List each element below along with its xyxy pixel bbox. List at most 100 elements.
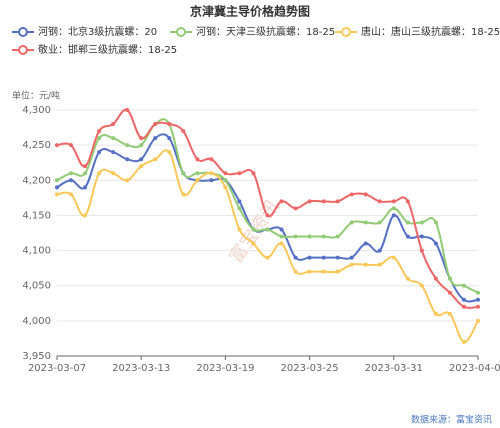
point: [419, 220, 424, 225]
y-unit-label: 单位：元/吨: [12, 90, 60, 102]
point: [279, 199, 284, 204]
point: [167, 136, 172, 141]
point: [293, 269, 298, 274]
y-tick-label: 4,200: [22, 175, 51, 186]
point: [461, 304, 466, 309]
point: [223, 185, 228, 190]
point: [83, 213, 88, 218]
point: [69, 171, 74, 176]
y-tick-label: 4,100: [22, 246, 51, 257]
x-tick-label: 2023-03-25: [281, 363, 339, 374]
point: [293, 255, 298, 260]
legend-marker: [341, 27, 351, 37]
point: [83, 185, 88, 190]
point: [405, 199, 410, 204]
point: [55, 143, 59, 148]
point: [265, 213, 270, 218]
point: [153, 157, 158, 162]
point: [97, 150, 102, 155]
point: [363, 241, 368, 246]
point: [83, 171, 88, 176]
point: [153, 122, 158, 127]
point: [349, 255, 354, 260]
point: [377, 199, 382, 204]
legend-label: 河钢：北京3级抗震螺：20: [38, 25, 157, 38]
point: [377, 248, 382, 253]
point: [391, 213, 396, 218]
point: [251, 227, 256, 232]
y-tick-label: 3,950: [22, 351, 51, 362]
point: [349, 220, 354, 225]
point: [111, 122, 116, 127]
point: [237, 171, 242, 176]
point: [167, 122, 172, 127]
point: [476, 304, 480, 309]
y-tick-label: 4,050: [22, 281, 51, 292]
y-tick-label: 4,250: [22, 140, 51, 151]
point: [349, 192, 354, 197]
point: [405, 220, 410, 225]
point: [307, 269, 312, 274]
legend-label: 唐山：唐山三级抗震螺：18-25: [361, 25, 500, 38]
point: [97, 129, 102, 134]
point: [209, 171, 214, 176]
point: [251, 171, 256, 176]
point: [447, 311, 452, 316]
series-line: [56, 149, 479, 343]
point: [293, 234, 298, 239]
point: [69, 143, 74, 148]
x-tick-label: 2023-03-13: [112, 363, 170, 374]
point: [335, 234, 340, 239]
point: [391, 199, 396, 204]
point: [419, 283, 424, 288]
point: [405, 234, 410, 239]
point: [111, 150, 116, 155]
point: [139, 164, 144, 169]
point: [139, 143, 144, 148]
legend-marker: [18, 27, 28, 37]
point: [125, 143, 130, 148]
x-tick-label: 2023-04-06: [449, 363, 500, 374]
point: [349, 262, 354, 267]
x-tick-label: 2023-03-19: [196, 363, 254, 374]
point: [391, 206, 396, 211]
point: [237, 206, 242, 211]
point: [391, 255, 396, 260]
point: [335, 269, 340, 274]
point: [279, 241, 284, 246]
point: [181, 192, 186, 197]
point: [55, 192, 59, 197]
point: [139, 136, 144, 141]
point: [293, 206, 298, 211]
point: [125, 157, 130, 162]
point: [461, 297, 466, 302]
x-tick-label: 2023-03-31: [365, 363, 423, 374]
point: [153, 136, 158, 141]
point: [209, 178, 214, 183]
legend-marker: [176, 27, 186, 37]
point: [69, 178, 74, 183]
chart-title: 京津冀主导价格趋势图: [190, 4, 310, 19]
point: [209, 157, 214, 162]
point: [447, 276, 452, 281]
point: [195, 157, 200, 162]
point: [251, 241, 256, 246]
point: [195, 171, 200, 176]
point: [476, 318, 480, 323]
point: [307, 234, 312, 239]
point: [181, 171, 186, 176]
point: [476, 297, 480, 302]
y-tick-label: 4,300: [22, 105, 51, 116]
y-tick-label: 4,000: [22, 316, 51, 327]
point: [111, 136, 116, 141]
point: [111, 171, 116, 176]
point: [279, 227, 284, 232]
point: [447, 290, 452, 295]
watermark: 富宝资讯: [225, 196, 283, 267]
point: [321, 269, 326, 274]
point: [167, 150, 172, 155]
point: [265, 227, 270, 232]
point: [321, 234, 326, 239]
point: [335, 199, 340, 204]
